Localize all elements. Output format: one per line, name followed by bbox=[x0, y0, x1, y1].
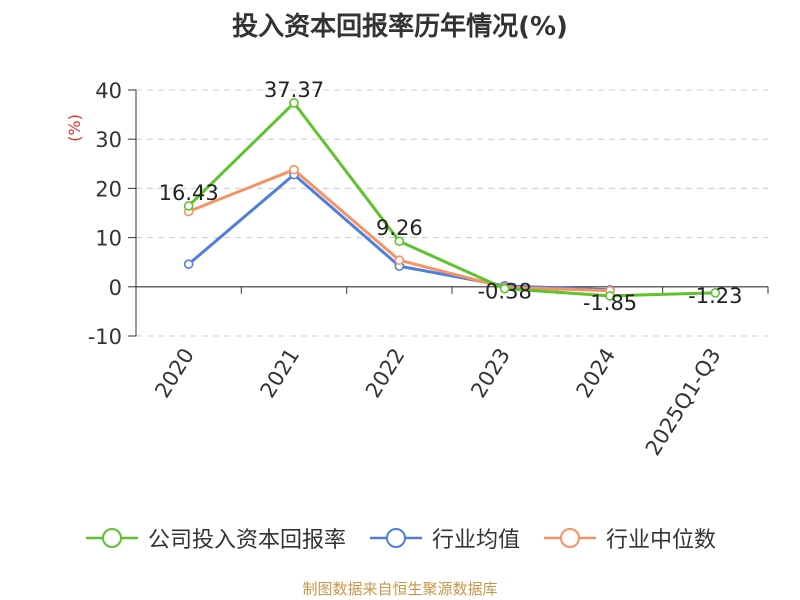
y-tick-label: -10 bbox=[88, 325, 122, 349]
legend-swatch-icon bbox=[369, 528, 422, 548]
series-line-0 bbox=[187, 101, 716, 298]
data-point bbox=[499, 283, 510, 294]
data-label: 37.37 bbox=[264, 78, 324, 102]
x-tick-label: 2020 bbox=[150, 344, 199, 402]
data-point bbox=[605, 291, 615, 301]
legend-item[interactable]: 行业中位数 bbox=[542, 522, 716, 554]
legend-marker bbox=[385, 528, 406, 548]
legend-label: 公司投入资本回报率 bbox=[147, 528, 346, 553]
x-tick-label: 2025Q1-Q3 bbox=[641, 344, 726, 460]
grid-lines bbox=[136, 89, 768, 337]
data-point bbox=[394, 236, 405, 247]
legend-item[interactable]: 行业均值 bbox=[368, 522, 520, 554]
legend: 公司投入资本回报率 行业均值 行业中位数 bbox=[0, 518, 800, 558]
legend-item[interactable]: 公司投入资本回报率 bbox=[84, 522, 346, 554]
y-tick-label: 20 bbox=[95, 177, 122, 201]
data-point bbox=[289, 98, 299, 108]
data-label: 9.26 bbox=[376, 216, 423, 240]
series-lines bbox=[183, 98, 721, 301]
y-tick-label: 0 bbox=[109, 276, 122, 300]
y-axis-label: (%) bbox=[65, 114, 84, 142]
data-label: 16.43 bbox=[159, 181, 219, 205]
data-label: -1.23 bbox=[688, 284, 742, 308]
data-label: -0.38 bbox=[477, 280, 531, 304]
legend-swatch-icon bbox=[544, 528, 596, 548]
chart-title: 投入资本回报率历年情况(%) bbox=[232, 12, 568, 42]
data-point bbox=[394, 255, 405, 266]
data-point bbox=[183, 201, 194, 211]
legend-label: 行业中位数 bbox=[606, 528, 717, 553]
y-tick-label: 10 bbox=[95, 227, 122, 251]
data-point bbox=[710, 288, 721, 298]
x-tick-label: 2023 bbox=[466, 344, 515, 402]
legend-marker bbox=[101, 528, 122, 548]
legend-label: 行业均值 bbox=[431, 528, 520, 553]
y-tick-label: 30 bbox=[95, 128, 122, 152]
data-point bbox=[289, 164, 299, 175]
data-label: -1.85 bbox=[583, 291, 637, 315]
data-labels: 16.43 37.37 9.26 -0.38 -1.85 -1.23 bbox=[159, 78, 743, 315]
x-tick-label: 2022 bbox=[361, 344, 410, 402]
x-tick-label: 2024 bbox=[572, 344, 621, 402]
legend-marker bbox=[560, 528, 580, 548]
data-point bbox=[183, 259, 194, 269]
legend-swatch-icon bbox=[85, 528, 138, 548]
source-note: 制图数据来自恒生聚源数据库 bbox=[302, 580, 498, 598]
x-tick-label: 2021 bbox=[256, 344, 305, 402]
y-tick-label: 40 bbox=[95, 79, 122, 103]
